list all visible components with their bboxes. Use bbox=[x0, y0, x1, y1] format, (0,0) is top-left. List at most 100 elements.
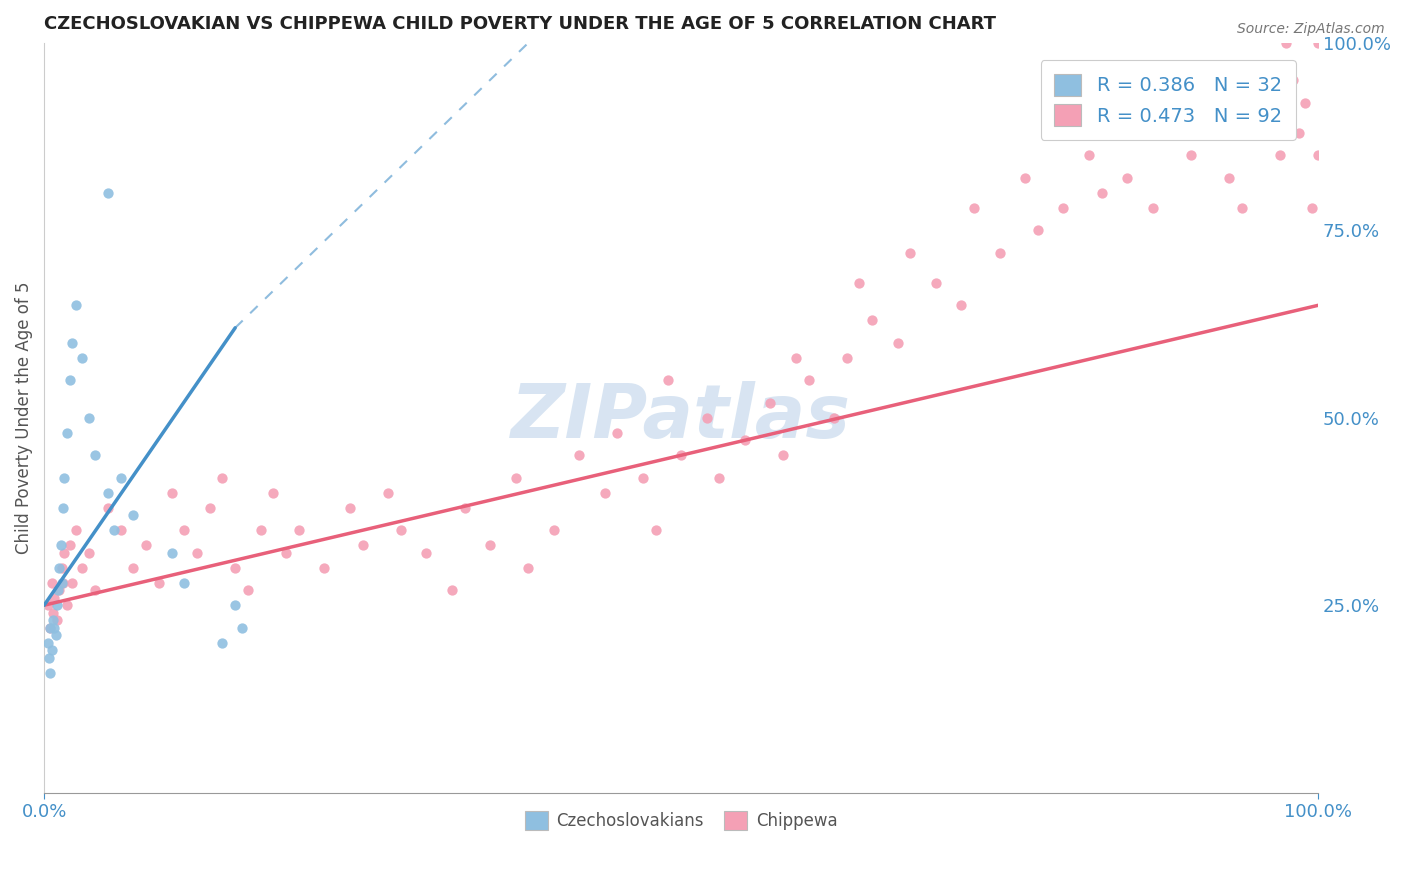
Point bbox=[51, 560, 73, 574]
Point bbox=[1275, 36, 1298, 50]
Point bbox=[97, 186, 120, 200]
Point bbox=[231, 621, 253, 635]
Point bbox=[97, 485, 120, 500]
Point bbox=[900, 245, 922, 260]
Point bbox=[860, 313, 883, 327]
Point bbox=[288, 523, 311, 537]
Point bbox=[276, 546, 298, 560]
Point bbox=[46, 583, 69, 598]
Point bbox=[72, 560, 94, 574]
Point bbox=[479, 538, 502, 552]
Point bbox=[848, 276, 870, 290]
Point bbox=[1180, 148, 1202, 162]
Point bbox=[1026, 223, 1049, 237]
Point bbox=[211, 636, 233, 650]
Point bbox=[1308, 148, 1330, 162]
Point bbox=[39, 621, 62, 635]
Point bbox=[110, 471, 132, 485]
Point bbox=[41, 575, 63, 590]
Point bbox=[45, 613, 67, 627]
Point bbox=[709, 471, 731, 485]
Point bbox=[988, 245, 1011, 260]
Point bbox=[543, 523, 565, 537]
Text: CZECHOSLOVAKIAN VS CHIPPEWA CHILD POVERTY UNDER THE AGE OF 5 CORRELATION CHART: CZECHOSLOVAKIAN VS CHIPPEWA CHILD POVERT… bbox=[44, 15, 995, 33]
Point bbox=[38, 650, 60, 665]
Point bbox=[925, 276, 948, 290]
Point bbox=[352, 538, 374, 552]
Point bbox=[1281, 73, 1303, 87]
Point bbox=[103, 523, 125, 537]
Point bbox=[84, 583, 107, 598]
Point bbox=[1308, 36, 1330, 50]
Point bbox=[1301, 201, 1323, 215]
Point bbox=[186, 546, 208, 560]
Point bbox=[122, 560, 145, 574]
Point bbox=[950, 298, 973, 312]
Point bbox=[669, 448, 692, 462]
Point bbox=[41, 643, 63, 657]
Point bbox=[1116, 170, 1139, 185]
Point bbox=[37, 636, 59, 650]
Point bbox=[696, 410, 718, 425]
Point bbox=[389, 523, 412, 537]
Point bbox=[160, 485, 183, 500]
Point bbox=[644, 523, 666, 537]
Point bbox=[135, 538, 157, 552]
Point bbox=[39, 665, 62, 680]
Point bbox=[835, 351, 858, 365]
Point bbox=[77, 410, 100, 425]
Point bbox=[339, 500, 361, 515]
Point bbox=[58, 538, 80, 552]
Point bbox=[657, 373, 679, 387]
Point bbox=[97, 500, 120, 515]
Point bbox=[224, 598, 246, 612]
Point bbox=[42, 613, 65, 627]
Point bbox=[51, 575, 73, 590]
Point bbox=[37, 598, 59, 612]
Point bbox=[45, 598, 67, 612]
Point bbox=[631, 471, 654, 485]
Point bbox=[60, 335, 83, 350]
Point bbox=[1243, 73, 1265, 87]
Point bbox=[785, 351, 807, 365]
Point bbox=[505, 471, 527, 485]
Point bbox=[52, 575, 75, 590]
Point bbox=[1154, 126, 1177, 140]
Point bbox=[224, 560, 246, 574]
Point bbox=[1230, 201, 1253, 215]
Point bbox=[173, 523, 195, 537]
Point bbox=[823, 410, 845, 425]
Point bbox=[593, 485, 616, 500]
Point bbox=[249, 523, 271, 537]
Point bbox=[1142, 201, 1164, 215]
Point bbox=[440, 583, 463, 598]
Point bbox=[1294, 95, 1316, 110]
Point bbox=[262, 485, 284, 500]
Point bbox=[198, 500, 221, 515]
Point bbox=[77, 546, 100, 560]
Point bbox=[759, 396, 782, 410]
Point bbox=[453, 500, 475, 515]
Point bbox=[72, 351, 94, 365]
Point bbox=[1268, 148, 1291, 162]
Point bbox=[963, 201, 986, 215]
Point bbox=[734, 434, 756, 448]
Point bbox=[122, 508, 145, 523]
Point bbox=[517, 560, 540, 574]
Point bbox=[1014, 170, 1036, 185]
Point bbox=[1205, 126, 1227, 140]
Point bbox=[148, 575, 170, 590]
Point bbox=[1052, 201, 1074, 215]
Point bbox=[56, 425, 79, 440]
Point bbox=[377, 485, 399, 500]
Point bbox=[39, 621, 62, 635]
Point bbox=[44, 621, 66, 635]
Text: ZIPatlas: ZIPatlas bbox=[512, 381, 851, 454]
Point bbox=[60, 575, 83, 590]
Point bbox=[797, 373, 820, 387]
Point bbox=[58, 373, 80, 387]
Point bbox=[211, 471, 233, 485]
Point bbox=[65, 523, 87, 537]
Point bbox=[886, 335, 908, 350]
Point bbox=[84, 448, 107, 462]
